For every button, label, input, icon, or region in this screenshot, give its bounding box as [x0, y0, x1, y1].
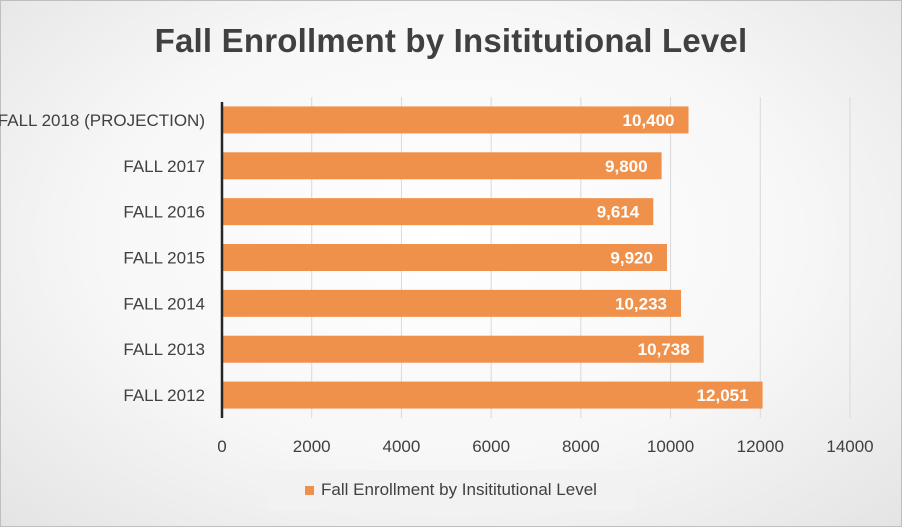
data-label: 9,614 [597, 203, 640, 222]
legend-label: Fall Enrollment by Insititutional Level [321, 480, 597, 499]
x-tick-label: 14000 [826, 437, 873, 456]
category-label: FALL 2012 [123, 386, 205, 405]
data-label: 10,738 [638, 340, 690, 359]
data-label: 9,920 [610, 249, 653, 268]
category-label: FALL 2017 [123, 157, 205, 176]
bar [222, 381, 763, 409]
x-tick-label: 6000 [472, 437, 510, 456]
category-label: FALL 2015 [123, 249, 205, 268]
x-tick-label: 0 [217, 437, 226, 456]
bar [222, 106, 689, 134]
bar [222, 244, 667, 271]
bar [222, 335, 704, 363]
data-label: 9,800 [605, 157, 648, 176]
data-label: 10,400 [623, 111, 675, 130]
legend-swatch [305, 485, 315, 495]
bar [222, 152, 662, 180]
category-label: FALL 2018 (PROJECTION) [0, 111, 205, 130]
category-label: FALL 2013 [123, 340, 205, 359]
bar [222, 289, 682, 317]
x-tick-label: 2000 [293, 437, 331, 456]
category-label: FALL 2014 [123, 294, 205, 313]
x-tick-label: 4000 [383, 437, 421, 456]
chart-title: Fall Enrollment by Insititutional Level [154, 22, 748, 59]
category-label: FALL 2016 [123, 203, 205, 222]
legend: Fall Enrollment by Insititutional Level [267, 470, 635, 510]
data-label: 12,051 [697, 386, 749, 405]
data-label: 10,233 [615, 294, 667, 313]
x-tick-label: 10000 [647, 437, 694, 456]
bar [222, 198, 654, 226]
x-tick-label: 8000 [562, 437, 600, 456]
x-tick-label: 12000 [737, 437, 784, 456]
